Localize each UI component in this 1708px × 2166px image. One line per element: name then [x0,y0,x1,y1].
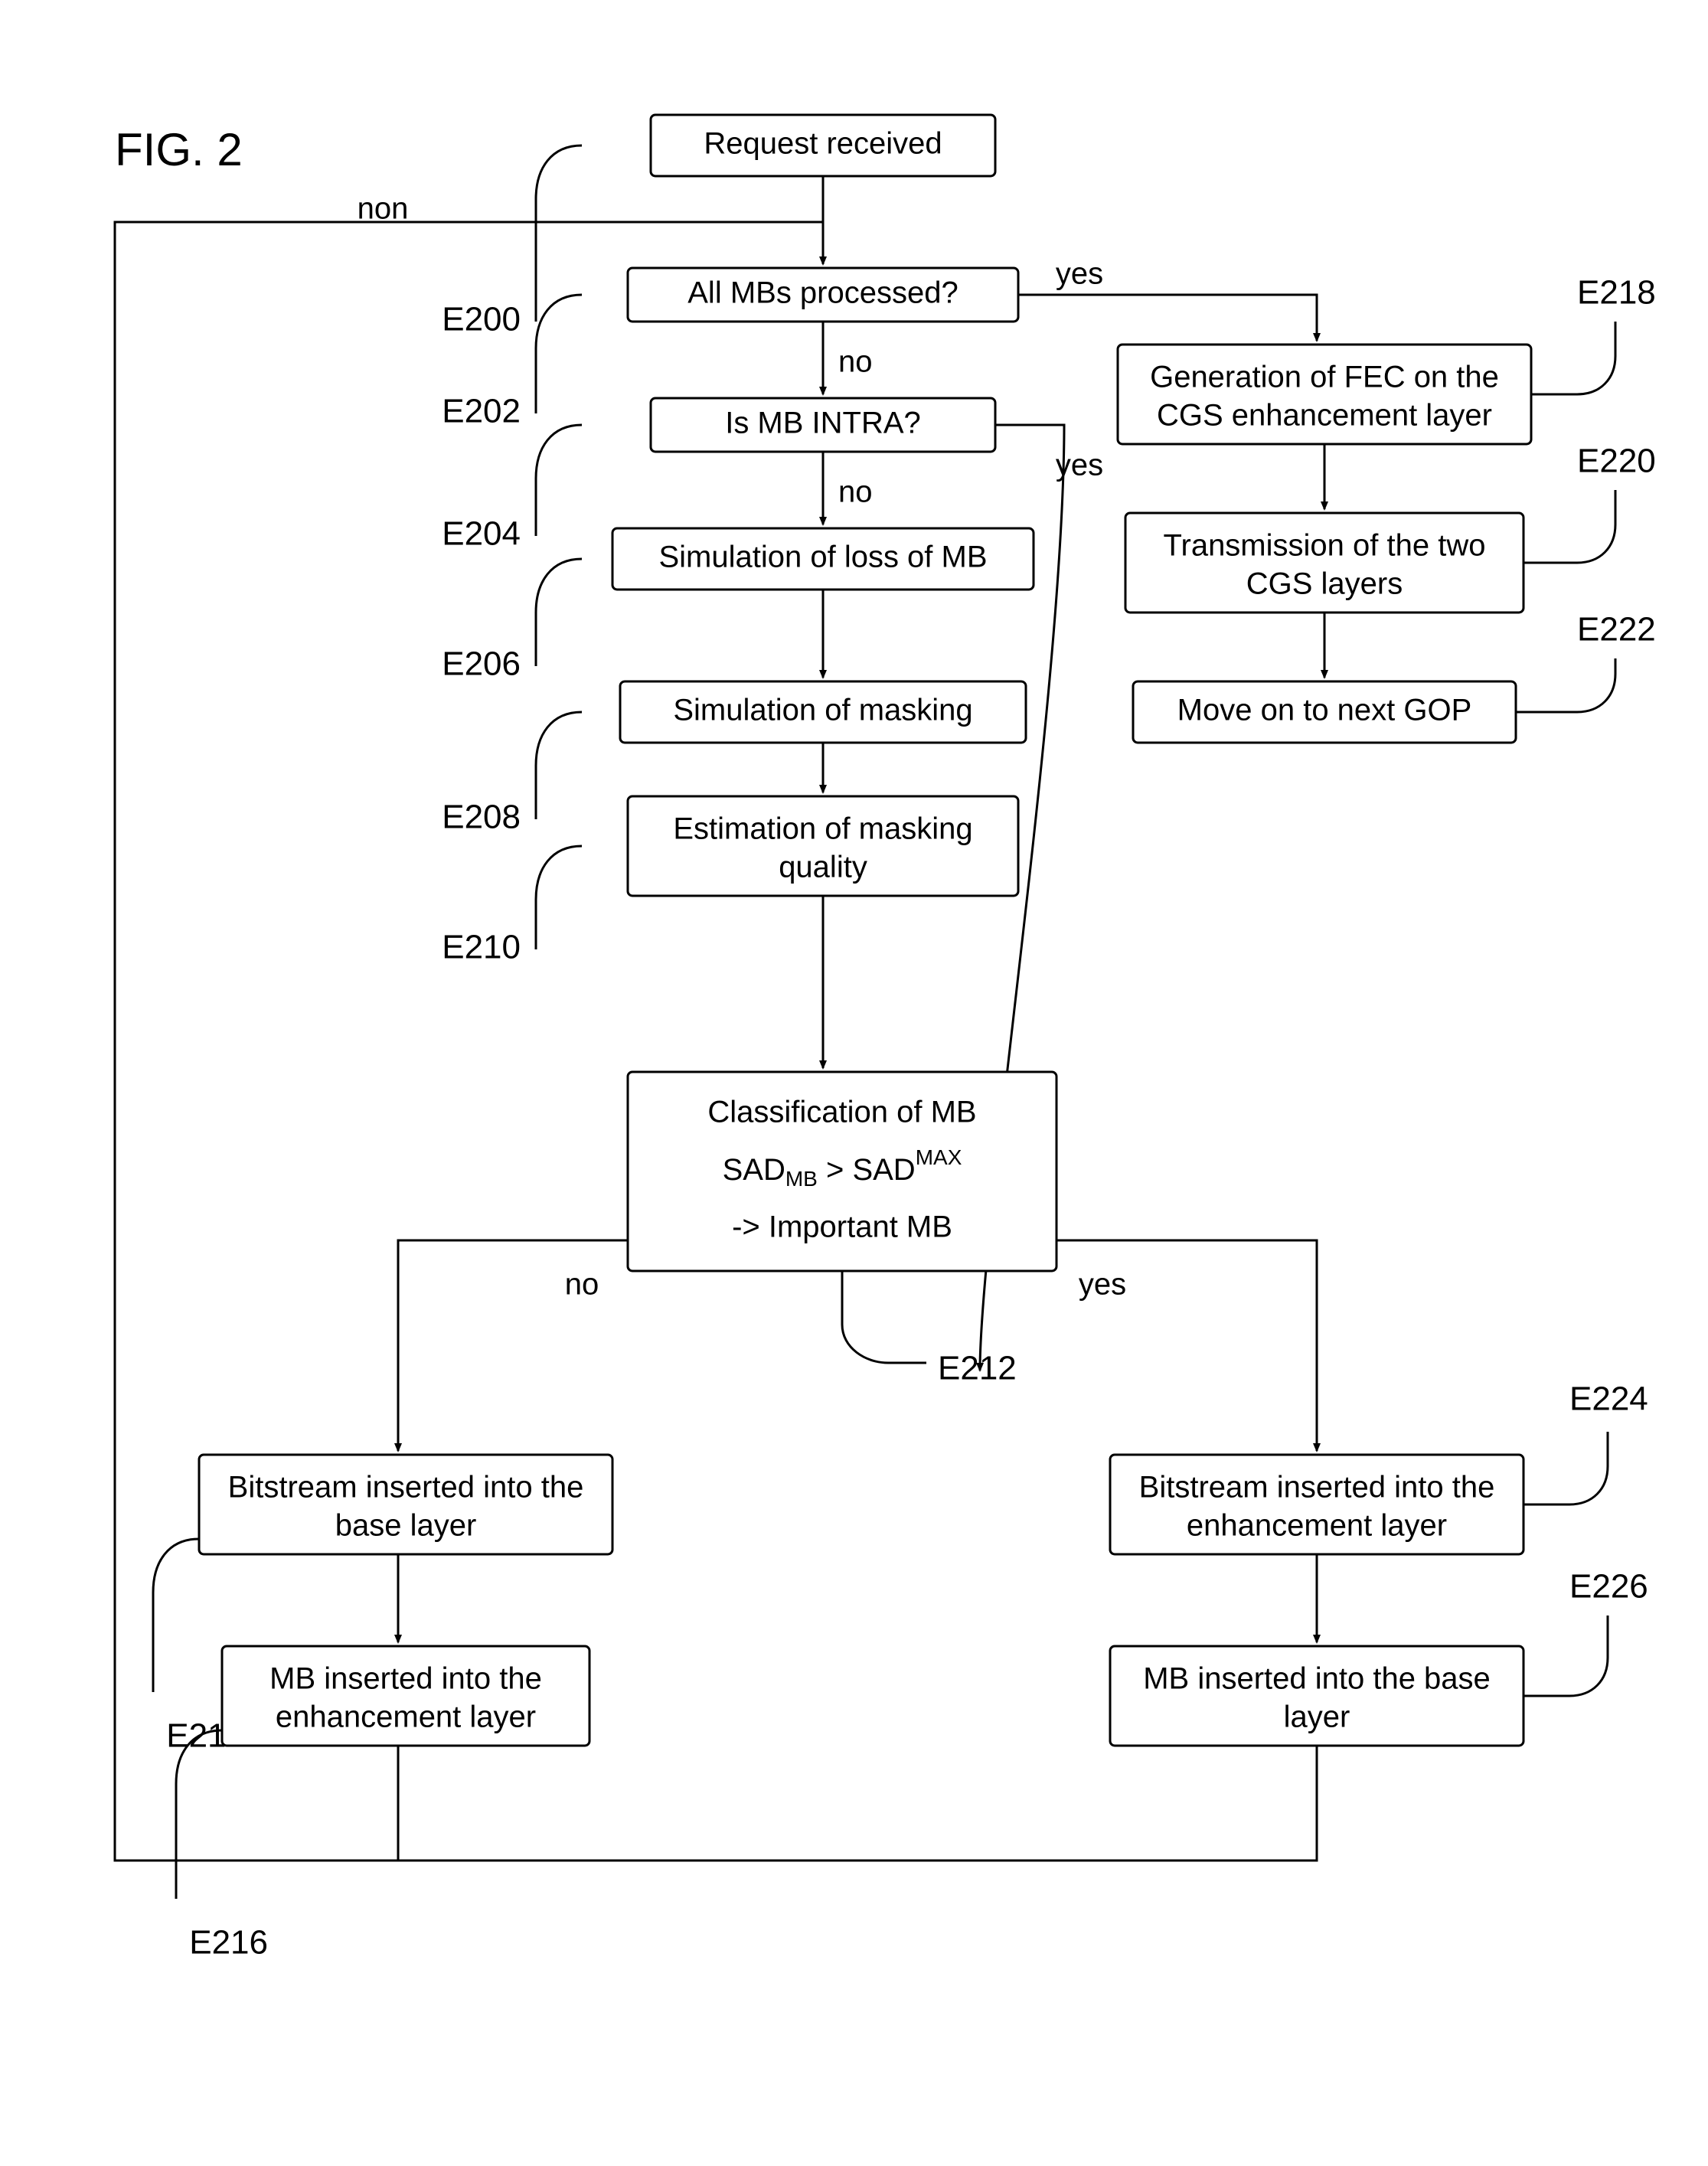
svg-text:MB inserted into the: MB inserted into the [269,1662,542,1696]
node-e224: Bitstream inserted into the enhancement … [1110,1380,1648,1554]
edge-e202-yes [1018,295,1317,341]
svg-text:Classification of MB: Classification of MB [707,1096,976,1129]
svg-text:enhancement layer: enhancement layer [276,1700,536,1734]
svg-text:E212: E212 [938,1350,1017,1387]
svg-text:Simulation of loss of MB: Simulation of loss of MB [658,541,987,574]
svg-text:Estimation of masking: Estimation of masking [673,812,972,846]
svg-text:E216: E216 [189,1924,268,1962]
svg-text:Transmission of the two: Transmission of the two [1164,529,1486,563]
svg-text:layer: layer [1284,1700,1350,1734]
svg-text:Move on to next GOP: Move on to next GOP [1177,694,1472,727]
node-e212: Classification of MB SADMB > SADMAX -> I… [628,1072,1056,1387]
svg-text:no: no [838,345,873,379]
svg-text:Is MB INTRA?: Is MB INTRA? [725,407,921,440]
node-e210-line2: quality [779,851,867,884]
edge-loop-left [115,222,823,1861]
node-e218: Generation of FEC on the CGS enhancement… [1118,274,1656,444]
svg-text:MB inserted into the base: MB inserted into the base [1143,1662,1491,1696]
node-e220: Transmission of the two CGS layers E220 [1125,443,1656,613]
svg-text:-> Important MB: -> Important MB [732,1210,952,1244]
svg-text:yes: yes [1056,449,1103,482]
svg-text:CGS layers: CGS layers [1246,567,1403,601]
svg-text:Simulation of masking: Simulation of masking [673,694,972,727]
svg-text:E224: E224 [1569,1380,1648,1418]
svg-text:E206: E206 [442,645,521,683]
svg-text:enhancement layer: enhancement layer [1187,1509,1447,1543]
svg-text:All MBs processed?: All MBs processed? [687,276,958,310]
node-e226: MB inserted into the base layer E226 [1110,1568,1648,1746]
svg-text:non: non [358,192,409,226]
svg-text:Bitstream inserted into the: Bitstream inserted into the [228,1471,584,1504]
svg-text:yes: yes [1079,1268,1126,1302]
svg-text:E208: E208 [442,799,521,836]
svg-text:no: no [565,1268,599,1302]
svg-text:Bitstream inserted into the: Bitstream inserted into the [1139,1471,1495,1504]
svg-text:CGS enhancement layer: CGS enhancement layer [1157,399,1492,433]
svg-text:E218: E218 [1577,274,1656,312]
svg-text:E226: E226 [1569,1568,1648,1606]
svg-text:E220: E220 [1577,443,1656,480]
svg-text:base layer: base layer [335,1509,477,1543]
edge-loop-right [398,1746,1317,1861]
svg-text:E200: E200 [442,301,521,338]
node-e222: Move on to next GOP E222 [1133,611,1656,743]
flowchart-figure: FIG. 2 Request received E200 All MBs pro… [0,0,1708,2166]
node-e216: MB inserted into the enhancement layer E… [176,1646,589,1962]
node-e206: Simulation of loss of MB E206 [442,528,1034,683]
svg-text:E202: E202 [442,393,521,430]
svg-text:E210: E210 [442,929,521,966]
svg-text:Generation of FEC on the: Generation of FEC on the [1150,361,1499,394]
svg-text:yes: yes [1056,257,1103,291]
figure-title: FIG. 2 [115,124,243,175]
svg-text:no: no [838,475,873,509]
node-e210: Estimation of masking E210 [442,796,1018,966]
svg-text:Request received: Request received [704,127,942,161]
svg-text:E204: E204 [442,515,521,553]
svg-text:E222: E222 [1577,611,1656,648]
